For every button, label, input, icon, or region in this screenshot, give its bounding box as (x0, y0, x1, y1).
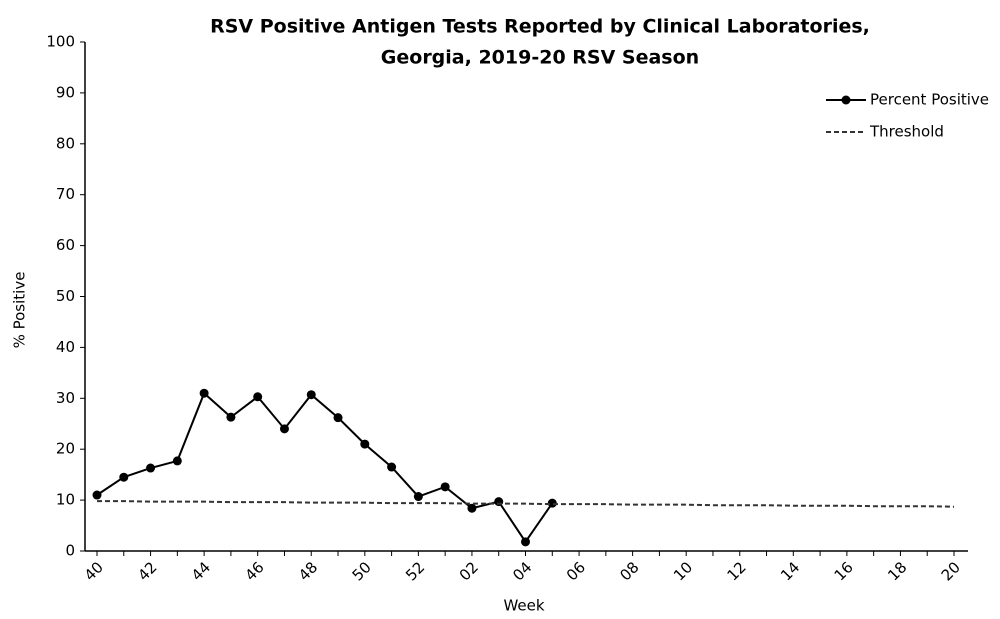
y-tick-label: 100 (46, 33, 75, 51)
point (92, 490, 102, 500)
x-tick-label: 06 (563, 558, 589, 584)
point (360, 439, 370, 449)
point (521, 537, 530, 547)
legend-label: Threshold (869, 123, 944, 141)
x-tick-label: 14 (777, 558, 803, 584)
point (172, 456, 182, 466)
point (119, 472, 129, 482)
point (494, 497, 504, 507)
y-tick-label: 60 (56, 236, 75, 254)
chart-title: RSV Positive Antigen Tests Reported by C… (210, 16, 870, 38)
x-tick-label: 12 (724, 558, 750, 584)
x-tick-label: 10 (670, 558, 696, 584)
y-tick-label: 70 (56, 185, 75, 203)
point (226, 412, 236, 422)
x-tick-label: 52 (402, 558, 428, 584)
point (333, 413, 343, 423)
y-tick-label: 40 (56, 338, 75, 356)
y-tick-label: 80 (56, 134, 75, 152)
point (467, 503, 477, 513)
point (146, 463, 156, 473)
y-tick-label: 10 (56, 491, 75, 509)
y-tick-label: 30 (56, 389, 75, 407)
point (279, 424, 289, 434)
x-tick-label: 48 (295, 558, 321, 584)
y-tick-label: 50 (56, 287, 75, 305)
chart-title: Georgia, 2019-20 RSV Season (381, 47, 699, 69)
x-tick-label: 02 (456, 558, 482, 584)
y-axis-label: % Positive (11, 272, 29, 349)
y-tick-label: 90 (56, 83, 75, 101)
x-tick-label: 16 (831, 558, 857, 584)
point (440, 482, 450, 492)
x-tick-label: 08 (616, 558, 642, 584)
series-line (96, 391, 554, 544)
x-tick-label: 50 (349, 558, 375, 584)
y-tick-label: 20 (56, 440, 75, 458)
point (306, 390, 316, 400)
x-tick-label: 44 (188, 558, 214, 584)
legend-label: Percent Positive (870, 91, 989, 109)
x-tick-label: 40 (81, 558, 107, 584)
x-tick-label: 46 (241, 558, 267, 584)
x-tick-label: 04 (509, 558, 535, 584)
x-tick-label: 20 (938, 558, 964, 584)
point (387, 462, 397, 472)
series-line (97, 500, 955, 508)
y-tick-label: 0 (65, 542, 75, 560)
point (199, 388, 209, 398)
point (547, 498, 557, 508)
x-tick-label: 18 (884, 558, 910, 584)
point (413, 492, 423, 502)
x-tick-label: 42 (134, 558, 160, 584)
point (253, 392, 263, 402)
x-axis-label: Week (503, 597, 544, 615)
legend-marker (841, 95, 851, 105)
